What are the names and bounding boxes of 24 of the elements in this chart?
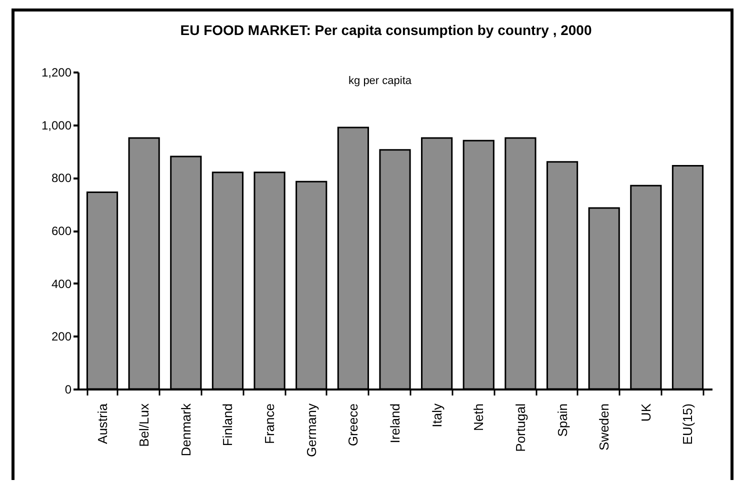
x-tick-label: Denmark: [178, 403, 194, 456]
x-tick-label: Italy: [429, 403, 444, 428]
x-tick-label: Spain: [554, 404, 570, 437]
y-tick-label: 400: [51, 276, 72, 291]
x-tick-label: Ireland: [388, 404, 402, 444]
y-tick-label: 800: [51, 171, 72, 186]
chart-subtitle: kg per capita: [348, 75, 412, 87]
x-tick-label: EU(15): [680, 404, 696, 445]
x-tick-label: UK: [638, 403, 654, 422]
x-tick-label: Bel/Lux: [136, 403, 152, 447]
y-tick-label: 1,200: [41, 66, 72, 80]
y-tick-label: 0: [64, 382, 72, 396]
x-tick-label: Germany: [304, 403, 319, 457]
x-tick-label: Finland: [220, 404, 236, 446]
y-tick-label: 200: [51, 330, 72, 344]
y-tick-label: 1,000: [41, 118, 72, 132]
x-tick-label: Portugal: [512, 403, 528, 452]
x-tick-label: France: [262, 404, 278, 444]
y-tick-label: 600: [51, 224, 72, 238]
x-tick-label: Greece: [346, 404, 361, 446]
x-tick-label: Sweden: [596, 404, 612, 450]
chart-title: EU FOOD MARKET: Per capita consumption by country , 2000: [180, 22, 592, 38]
x-tick-label: Neth: [471, 404, 486, 431]
x-tick-label: Austria: [94, 402, 110, 444]
